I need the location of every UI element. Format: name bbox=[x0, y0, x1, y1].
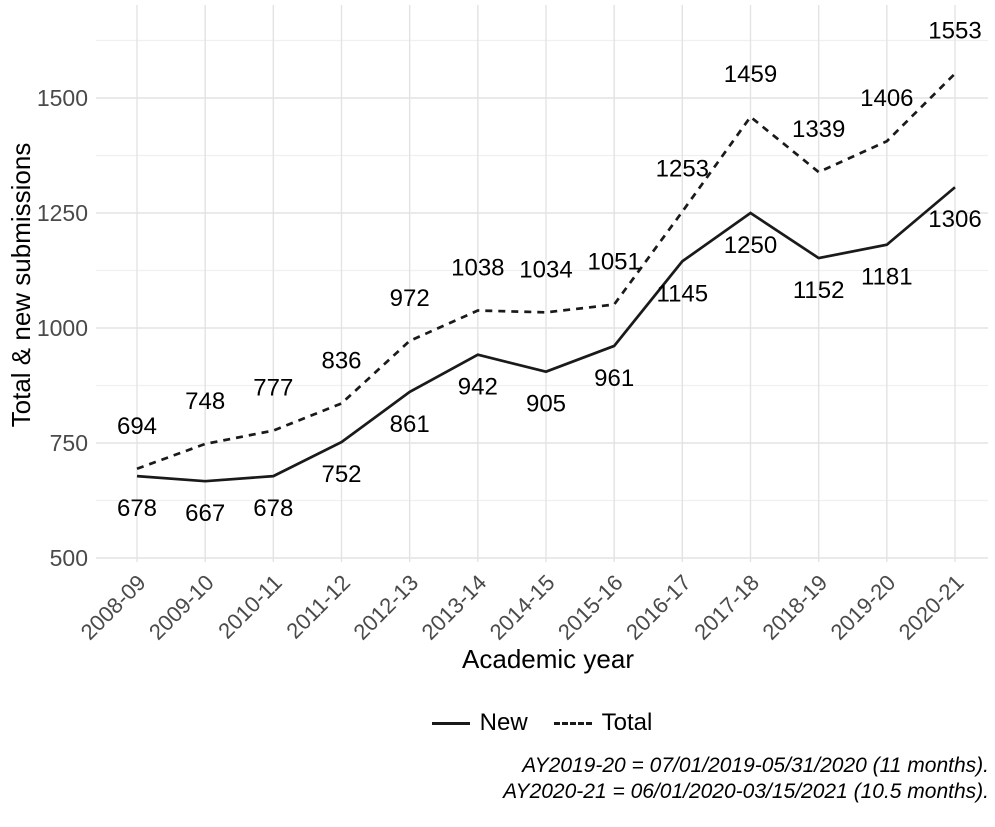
x-tick-label: 2014-15 bbox=[485, 570, 560, 645]
data-label-new: 1145 bbox=[657, 280, 709, 307]
dashed-line-key-icon bbox=[553, 721, 592, 725]
data-label-new: 678 bbox=[253, 495, 293, 522]
x-tick-label: 2017-18 bbox=[689, 570, 764, 645]
data-label-new: 961 bbox=[594, 365, 634, 392]
legend-label-new: New bbox=[479, 709, 528, 736]
legend-item-total: Total bbox=[553, 709, 653, 737]
x-tick-label: 2019-20 bbox=[826, 570, 901, 645]
x-tick-label: 2011-12 bbox=[281, 570, 355, 644]
data-label-total: 836 bbox=[321, 347, 361, 374]
submissions-line-chart: 678 667 678 752 861 942 905 961 1145 1250 1152 1181… bbox=[6, 5, 988, 674]
x-axis-title: Academic year bbox=[462, 644, 634, 674]
submissions-figure: 678 667 678 752 861 942 905 961 1145 1250 1152 1181… bbox=[0, 5, 995, 804]
data-label-new: 667 bbox=[185, 500, 225, 527]
x-tick-label: 2012-13 bbox=[348, 570, 423, 645]
data-label-new: 1250 bbox=[724, 232, 777, 259]
data-label-total: 972 bbox=[390, 285, 430, 312]
y-axis-title: Total & new submissions bbox=[6, 143, 36, 428]
data-label-new: 752 bbox=[321, 461, 361, 488]
data-label-new: 942 bbox=[458, 374, 498, 401]
legend: New Total bbox=[96, 709, 988, 737]
data-label-total: 1038 bbox=[451, 255, 504, 282]
x-tick-label: 2010-11 bbox=[213, 570, 287, 644]
x-tick-label: 2013-14 bbox=[417, 570, 492, 645]
footnote-line: AY2020-21 = 06/01/2020-03/15/2021 (10.5 … bbox=[503, 779, 989, 803]
data-label-new: 1181 bbox=[861, 264, 913, 291]
footnotes: AY2019-20 = 07/01/2019-05/31/2020 (11 mo… bbox=[0, 753, 995, 804]
data-label-new: 678 bbox=[117, 495, 157, 522]
x-tick-label: 2018-19 bbox=[757, 570, 832, 645]
data-label-total: 1253 bbox=[656, 156, 709, 183]
y-tick-label: 750 bbox=[50, 430, 88, 456]
data-label-new: 905 bbox=[526, 391, 566, 418]
y-tick-label: 1000 bbox=[37, 315, 88, 341]
y-tick-label: 1250 bbox=[37, 200, 88, 226]
data-label-total: 1553 bbox=[928, 18, 981, 45]
data-label-total: 777 bbox=[253, 375, 293, 402]
x-tick-label: 2020-21 bbox=[894, 570, 969, 645]
legend-label-total: Total bbox=[601, 709, 653, 736]
data-label-total: 694 bbox=[117, 413, 157, 440]
x-tick-label: 2015-16 bbox=[553, 570, 628, 645]
x-tick-label: 2009-10 bbox=[144, 570, 219, 645]
footnote-line: AY2019-20 = 07/01/2019-05/31/2020 (11 mo… bbox=[522, 754, 989, 777]
y-tick-label: 500 bbox=[50, 545, 88, 571]
data-label-total: 1406 bbox=[860, 85, 913, 112]
data-label-total: 1339 bbox=[792, 116, 845, 143]
data-label-new: 1152 bbox=[793, 277, 845, 304]
data-label-total: 1051 bbox=[587, 249, 640, 276]
data-label-total: 748 bbox=[185, 388, 225, 415]
data-label-new: 1306 bbox=[928, 206, 981, 233]
y-tick-label: 1500 bbox=[37, 85, 88, 111]
legend-item-new: New bbox=[431, 709, 528, 737]
data-label-new: 861 bbox=[390, 411, 430, 438]
data-label-total: 1034 bbox=[519, 256, 572, 283]
solid-line-key-icon bbox=[431, 721, 470, 725]
series-line-new bbox=[136, 186, 956, 483]
x-tick-label: 2016-17 bbox=[621, 570, 696, 645]
x-tick-label: 2008-09 bbox=[76, 570, 151, 645]
data-label-total: 1459 bbox=[724, 61, 777, 88]
